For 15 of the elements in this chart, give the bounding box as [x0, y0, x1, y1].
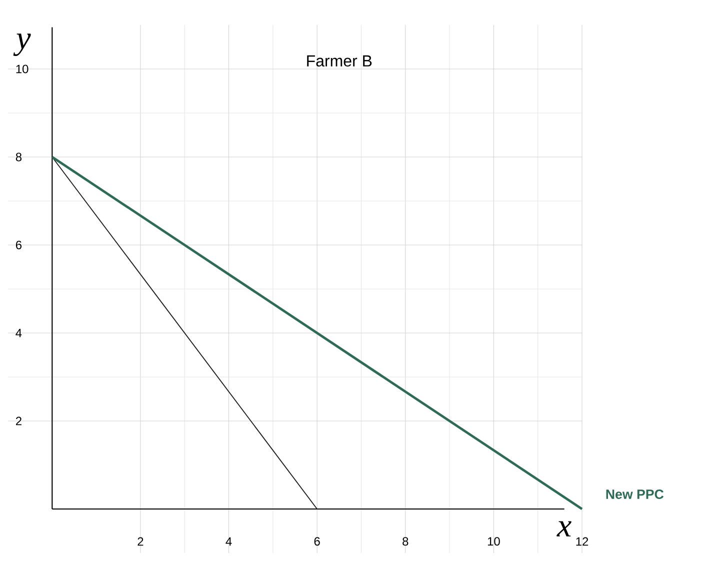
y-tick-label: 10 [16, 64, 28, 74]
x-tick-label: 12 [576, 537, 588, 546]
x-axis-title: x [556, 521, 572, 536]
text: Farmer B [307, 55, 372, 67]
y-axis-title: y [13, 34, 31, 56]
x-tick-label: 10 [488, 537, 500, 546]
y-tick-label: 6 [16, 240, 22, 250]
y-tick-label: 4 [16, 328, 22, 338]
x-tick-label: 6 [314, 537, 320, 546]
annotation: New PPC [606, 490, 664, 499]
y-tick-label: 2 [16, 416, 22, 426]
y-tick-label: 8 [16, 152, 22, 162]
x-tick-label: 4 [226, 537, 232, 546]
x-tick-label: 8 [402, 537, 408, 546]
x-tick-label: 2 [138, 537, 144, 546]
